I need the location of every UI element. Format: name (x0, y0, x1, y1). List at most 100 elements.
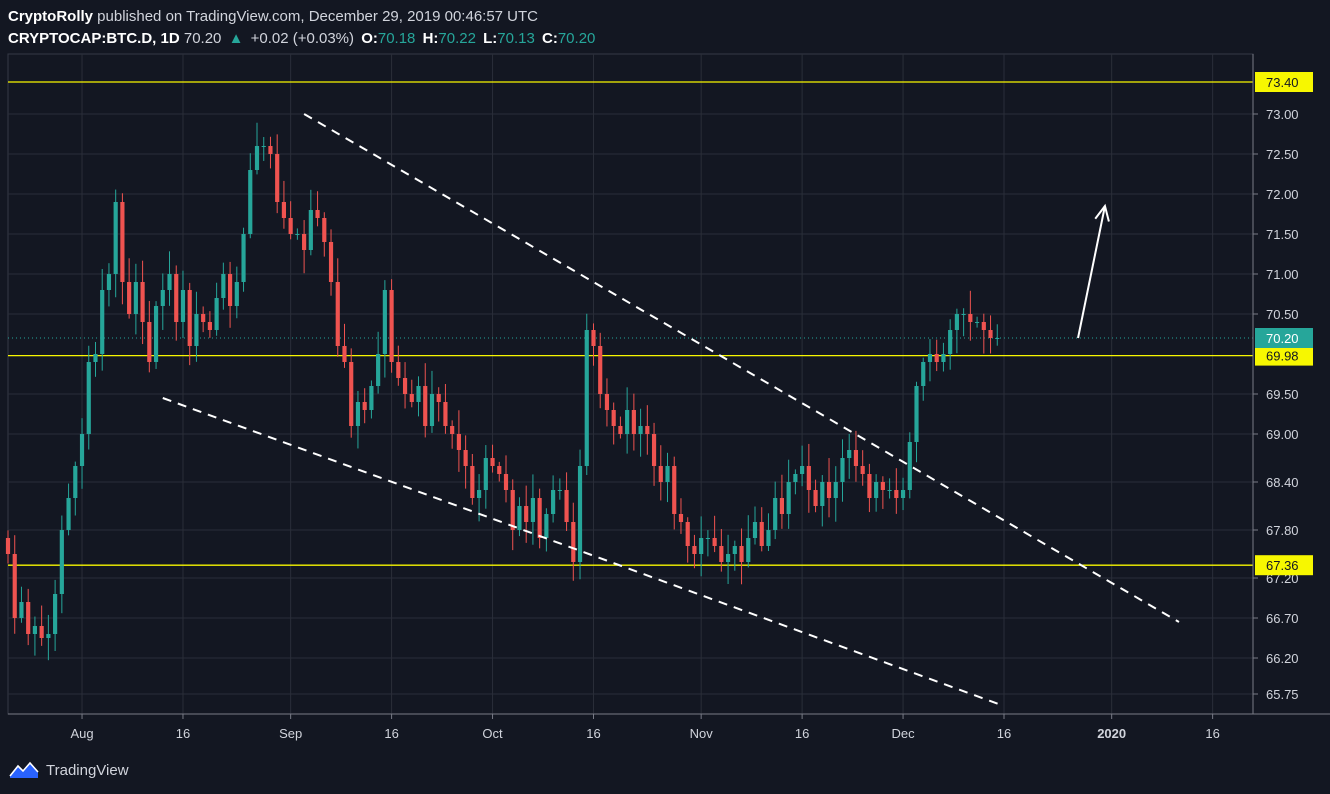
candle-body (874, 482, 879, 498)
candle-body (254, 146, 260, 170)
chart-axes: 73.00 72.50 72.00 71.50 71.00 70.50 69.50 69.00… (8, 54, 1330, 741)
published-text: published on TradingView.com, December 2… (93, 8, 539, 25)
candle-body (658, 466, 663, 482)
candle-body (678, 514, 684, 522)
candle-body (429, 394, 435, 426)
candle-body (988, 330, 993, 338)
x-tick-label: 16 (384, 726, 398, 741)
candle-body (604, 394, 610, 410)
candle-body (369, 386, 374, 410)
candle-body (503, 474, 509, 490)
candle-body (147, 322, 152, 362)
candle-body (793, 474, 798, 482)
candle-body (672, 466, 677, 514)
candle-body (234, 282, 239, 306)
candle-body (598, 346, 603, 394)
candle-body (894, 490, 899, 498)
candle-body (974, 322, 980, 323)
candle-body (611, 410, 616, 426)
high-label: H: (422, 30, 439, 47)
candle-body (207, 322, 212, 330)
symbol-label[interactable]: CRYPTOCAP:BTC.D, 1D (8, 30, 180, 47)
candle-body (53, 594, 58, 634)
candle-body (396, 362, 401, 378)
candle-body (133, 282, 138, 314)
candle-body (685, 522, 690, 546)
close-value: 70.20 (557, 30, 596, 47)
candle-body (335, 282, 340, 346)
candle-body (221, 274, 226, 298)
candle-body (551, 490, 556, 514)
candle-body (214, 298, 219, 330)
candle-body (739, 546, 744, 562)
candle-body (927, 354, 933, 362)
candle-body (847, 450, 852, 458)
tradingview-footer[interactable]: TradingView (8, 760, 129, 780)
candle-body (645, 426, 650, 434)
candle-body (19, 602, 24, 618)
x-tick-label: Nov (690, 726, 714, 741)
candle-body (752, 522, 758, 538)
candle-body (174, 274, 179, 322)
candle-body (443, 402, 448, 426)
chart-header: CryptoRolly published on TradingView.com… (8, 6, 598, 50)
candle-body (295, 234, 300, 235)
dashed-trendline (303, 113, 1180, 623)
candle-body (517, 506, 522, 530)
candle-body (840, 458, 845, 482)
candle-body (322, 218, 327, 242)
y-tick-label: 68.40 (1266, 475, 1299, 490)
candle-body (268, 146, 273, 154)
y-tick-label: 65.75 (1266, 687, 1299, 702)
candle-body (302, 234, 307, 250)
candle-body (227, 274, 233, 306)
candle-body (86, 362, 91, 434)
candle-body (46, 634, 51, 638)
candle-body (100, 290, 105, 354)
x-tick-label: 2020 (1097, 726, 1126, 741)
candle-body (32, 626, 38, 634)
candle-body (880, 482, 885, 490)
candle-body (275, 154, 280, 202)
candle-body (389, 290, 394, 362)
dashed-trendline (162, 397, 1005, 707)
candle-body (712, 538, 717, 546)
level-tag: 67.36 (1266, 558, 1299, 573)
candle-body (342, 346, 347, 362)
candle-body (564, 490, 569, 522)
candle-body (248, 170, 253, 234)
candle-body (261, 146, 266, 147)
y-tick-label: 71.00 (1266, 267, 1299, 282)
candle-body (900, 490, 906, 498)
candle-body (194, 314, 199, 346)
candle-body (948, 330, 953, 354)
y-tick-label: 73.00 (1266, 107, 1299, 122)
candle-body (93, 354, 98, 362)
candle-body (719, 546, 724, 562)
candle-body (5, 538, 11, 554)
candle-body (376, 354, 381, 386)
candle-body (153, 306, 159, 362)
candle-body (66, 498, 71, 530)
candle-body (651, 434, 657, 466)
candle-body (961, 314, 966, 315)
candle-body (120, 202, 125, 282)
candle-body (618, 426, 623, 434)
candle-body (456, 434, 461, 450)
candle-body (328, 242, 334, 282)
author-name[interactable]: CryptoRolly (8, 8, 94, 25)
candle-body (860, 466, 865, 474)
candle-body (665, 466, 670, 482)
candle-body (409, 394, 414, 402)
y-tick-label: 66.20 (1266, 651, 1299, 666)
candle-body (180, 290, 186, 322)
candle-body (921, 362, 926, 386)
low-label: L: (483, 30, 498, 47)
candle-body (315, 210, 320, 218)
x-tick-label: 16 (1205, 726, 1219, 741)
y-tick-label: 67.80 (1266, 523, 1299, 538)
candle-body (907, 442, 912, 490)
candle-body (914, 386, 919, 442)
level-tag-bg (1255, 72, 1313, 92)
